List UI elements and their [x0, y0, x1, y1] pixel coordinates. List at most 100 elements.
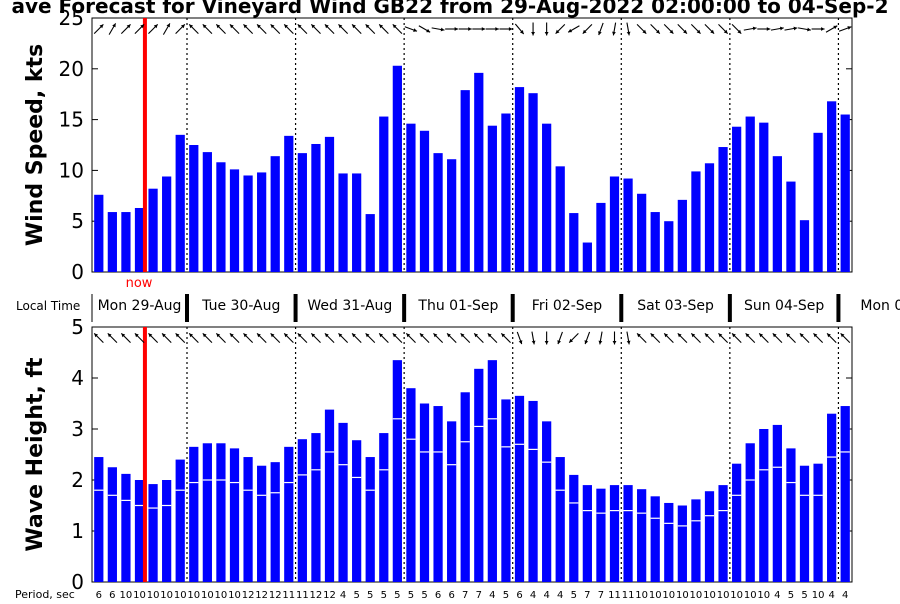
y-tick-label: 5: [71, 209, 84, 233]
arrow-head: [338, 333, 343, 338]
plot-area: [91, 326, 853, 583]
direction-arrow: [148, 24, 159, 34]
direction-arrow: [472, 27, 486, 31]
period-value: 4: [489, 590, 495, 600]
bar: [623, 178, 633, 272]
period-value: 11: [608, 590, 621, 600]
bar: [189, 446, 199, 582]
arrow-head: [772, 333, 777, 338]
bar: [555, 457, 565, 582]
direction-arrow: [229, 24, 240, 34]
direction-arrow: [134, 24, 145, 34]
direction-arrow: [598, 331, 603, 345]
arrow-head: [669, 29, 674, 34]
direction-arrow: [584, 331, 591, 345]
period-value: 10: [690, 590, 703, 600]
direction-arrow: [758, 333, 769, 343]
bar: [311, 433, 321, 582]
direction-arrow: [677, 24, 688, 34]
arrow-head: [664, 333, 669, 338]
direction-arrow: [663, 333, 674, 343]
arrow-head: [793, 26, 798, 31]
direction-arrow: [612, 22, 617, 36]
direction-arrow: [544, 331, 549, 345]
arrow-head: [544, 31, 549, 36]
period-value: 12: [242, 590, 255, 600]
bar: [596, 202, 606, 272]
day-label: Wed 31-Aug: [307, 298, 392, 314]
bar: [718, 147, 728, 272]
direction-arrow: [612, 331, 617, 345]
period-value: 6: [448, 590, 454, 600]
bar: [257, 172, 267, 272]
period-value: 11: [296, 590, 309, 600]
direction-arrow: [718, 24, 729, 34]
direction-arrow: [487, 333, 498, 343]
direction-arrow: [270, 24, 281, 34]
arrow-head: [501, 333, 506, 338]
direction-arrow: [458, 27, 472, 31]
bar: [338, 422, 348, 582]
arrow-head: [745, 333, 750, 338]
direction-arrow: [745, 333, 756, 343]
direction-arrow: [431, 27, 445, 32]
bar: [569, 213, 579, 272]
direction-arrow: [825, 25, 838, 33]
bar: [637, 193, 647, 272]
day-label: Sat 03-Sep: [637, 298, 714, 314]
bar: [827, 101, 837, 272]
bar: [582, 242, 592, 272]
day-label: Sun 04-Sep: [744, 298, 824, 314]
arrow-head: [175, 333, 180, 338]
arrow-head: [786, 333, 791, 338]
y-axis-label: Wave Height, ft: [23, 357, 48, 552]
arrow-head: [732, 333, 736, 338]
arrow-head: [352, 333, 356, 338]
bar: [650, 212, 660, 272]
period-value: 5: [367, 590, 373, 600]
bar: [799, 465, 810, 582]
direction-arrow: [772, 333, 783, 343]
arrow-head: [460, 333, 465, 338]
direction-arrow: [188, 333, 199, 343]
arrow-head: [827, 333, 831, 338]
arrow-head: [447, 333, 451, 338]
arrow-head: [584, 340, 589, 345]
arrow-head: [481, 27, 486, 31]
bar: [379, 433, 389, 582]
direction-arrow: [582, 24, 593, 34]
bar: [732, 126, 742, 272]
period-value: 5: [503, 590, 509, 600]
direction-arrow: [798, 27, 811, 32]
direction-arrow: [811, 27, 825, 31]
arrow-head: [379, 333, 384, 338]
bar: [555, 166, 565, 272]
arrow-head: [433, 333, 438, 338]
direction-arrow: [677, 333, 688, 343]
bar: [813, 132, 823, 272]
bar: [813, 463, 823, 582]
day-label: Mon 0: [860, 298, 900, 314]
direction-arrow: [404, 26, 418, 32]
direction-arrow: [324, 333, 335, 343]
period-value: 5: [394, 590, 400, 600]
direction-arrow: [351, 333, 362, 343]
bar: [324, 409, 335, 582]
direction-arrow: [531, 331, 536, 345]
bar: [257, 465, 267, 582]
arrow-head: [766, 27, 771, 31]
direction-arrow: [107, 333, 118, 343]
direction-arrow: [704, 24, 715, 34]
bar: [270, 156, 280, 272]
bar: [609, 485, 620, 582]
bar: [229, 169, 240, 272]
bar: [243, 175, 253, 272]
period-value: 6: [516, 590, 522, 600]
period-value: 6: [109, 590, 115, 600]
bar: [284, 135, 294, 272]
bar: [501, 399, 511, 582]
arrow-head: [311, 24, 316, 29]
direction-arrow: [93, 24, 104, 34]
direction-arrow: [555, 24, 566, 34]
direction-arrow: [148, 333, 159, 343]
